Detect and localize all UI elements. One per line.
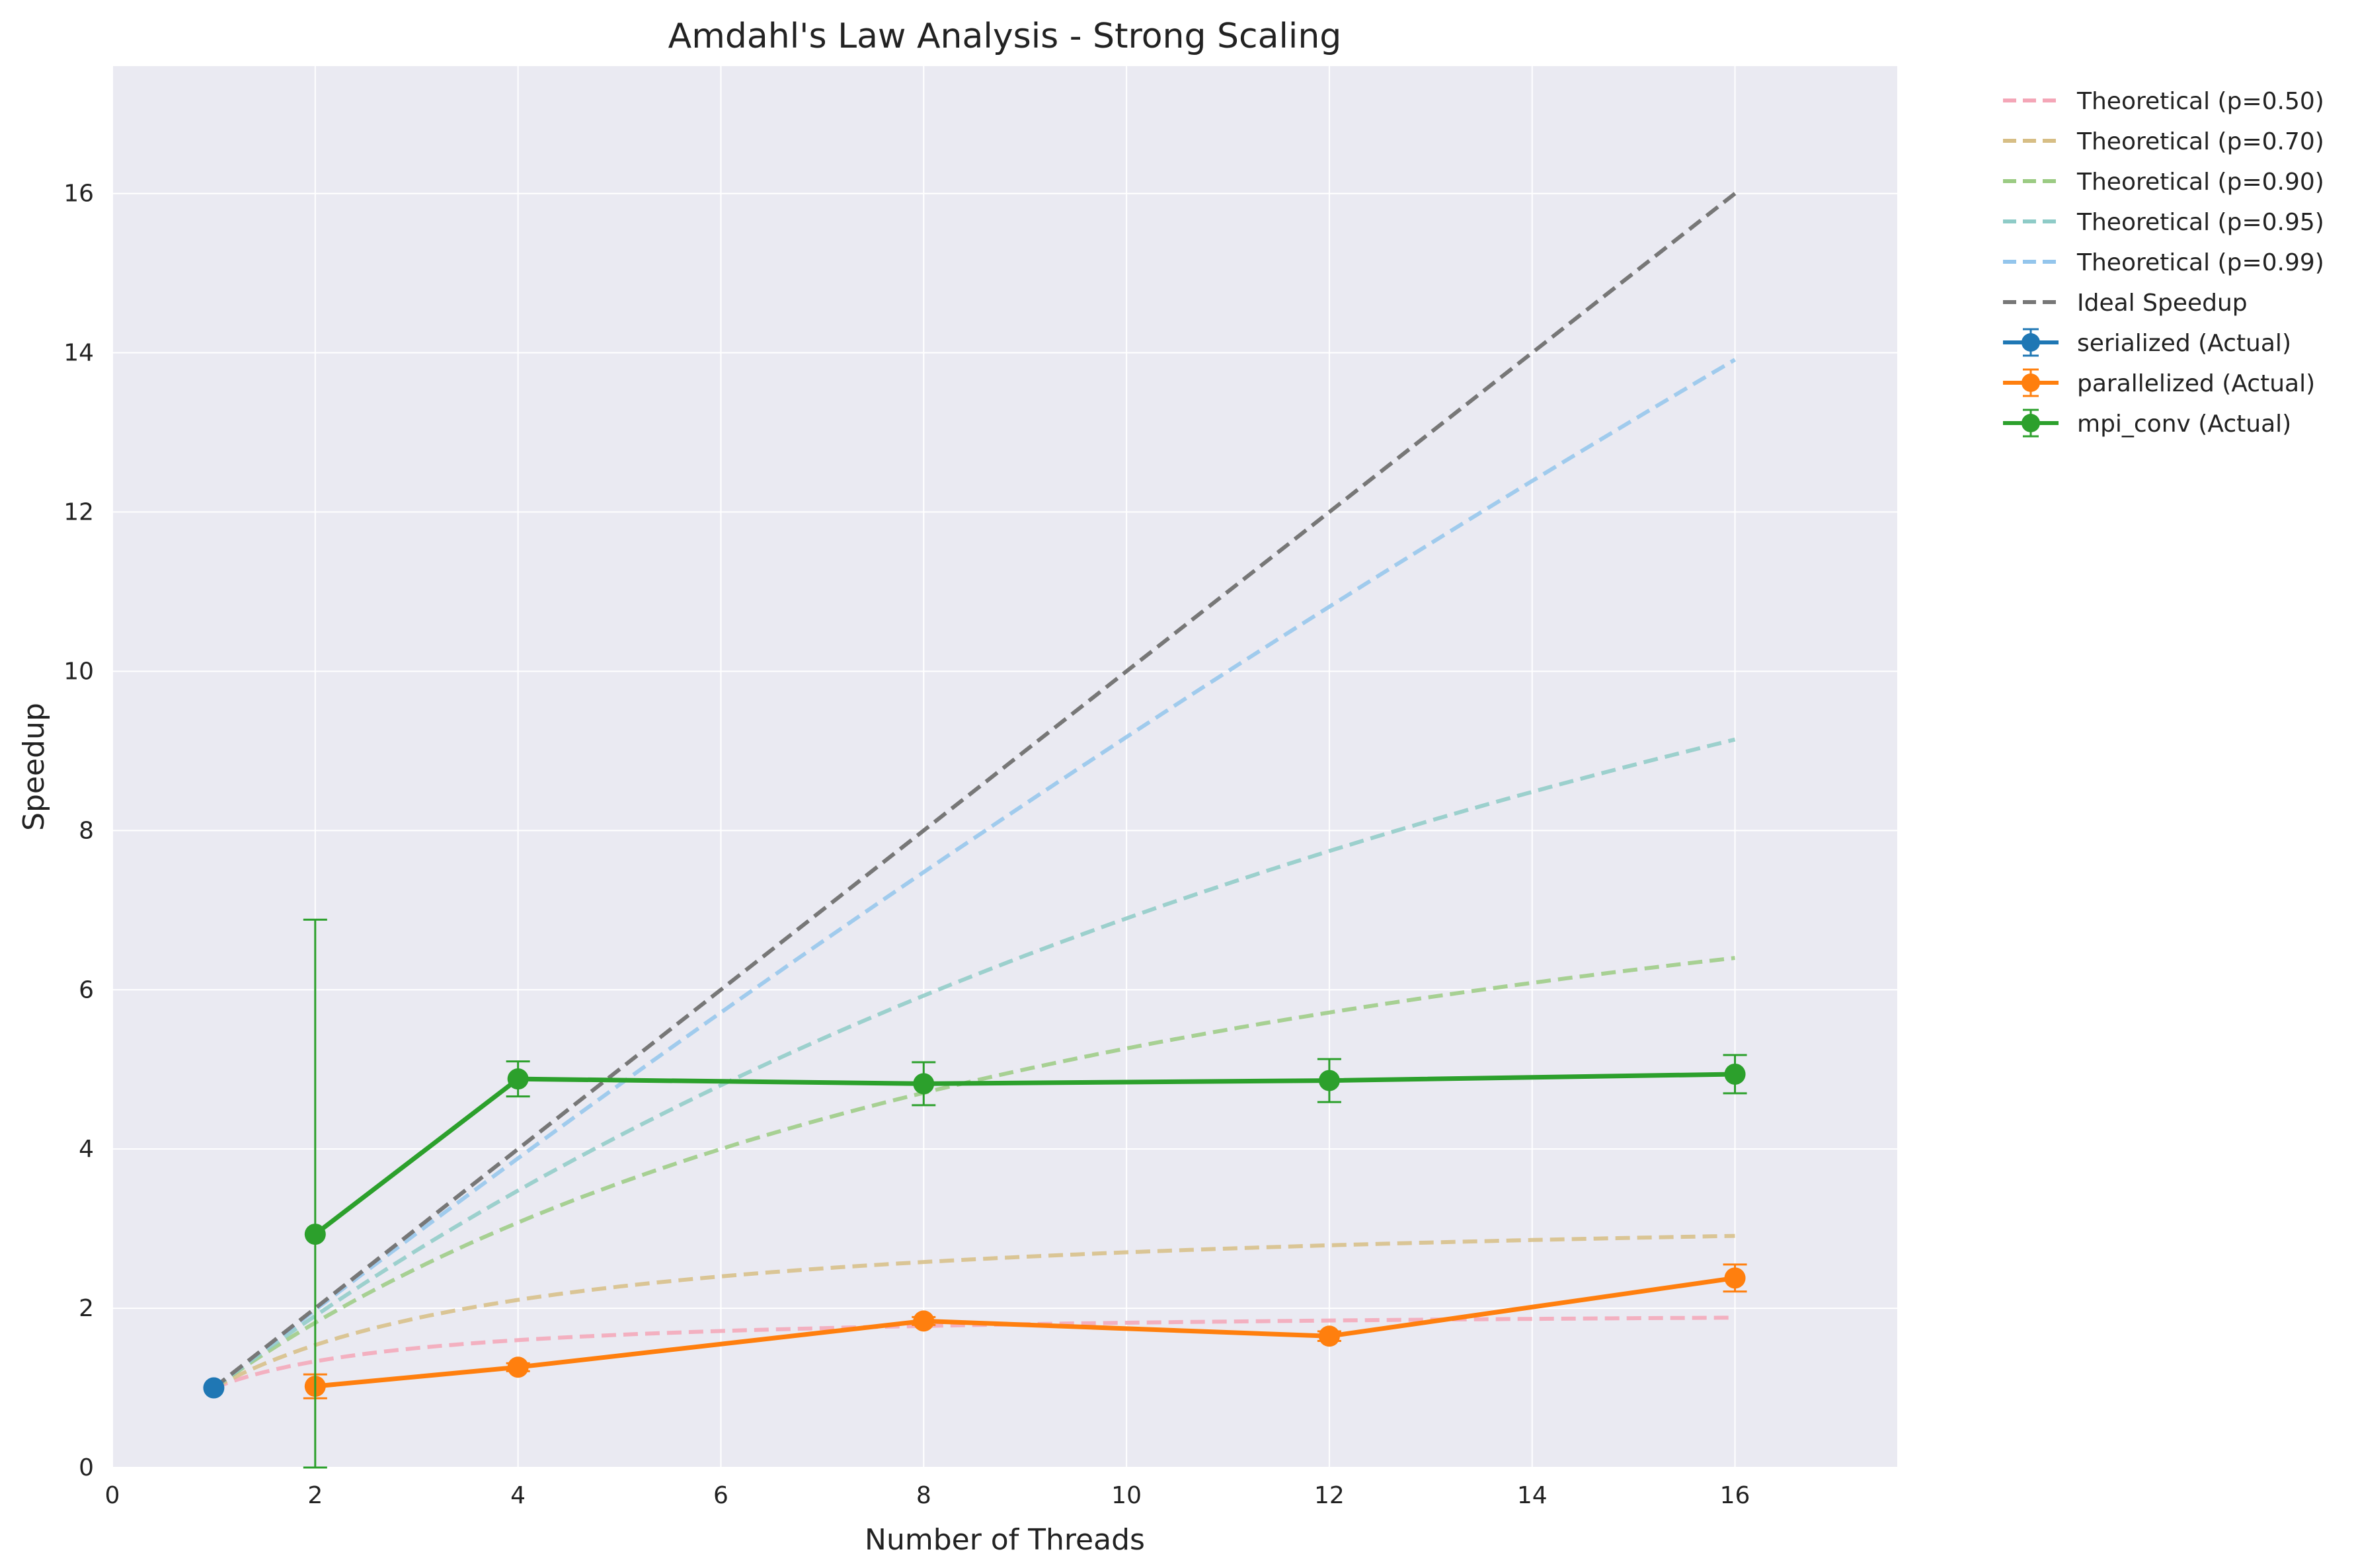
- y-tick-label: 0: [79, 1454, 94, 1481]
- data-point: [1318, 1325, 1340, 1347]
- legend-label: serialized (Actual): [2077, 330, 2291, 357]
- legend-label: mpi_conv (Actual): [2077, 411, 2291, 438]
- y-tick-label: 10: [63, 658, 94, 685]
- y-tick-label: 16: [63, 180, 94, 208]
- y-tick-label: 2: [79, 1295, 94, 1322]
- legend: Theoretical (p=0.50) Theoretical (p=0.70)…: [2003, 88, 2324, 438]
- x-tick-label: 10: [1111, 1482, 1142, 1509]
- data-point: [1318, 1070, 1340, 1091]
- tick-labels: 0 2 4 6 8 10 12 14 16 0 2 4 6 8 10 12 14 16: [63, 180, 1750, 1509]
- legend-marker: [2022, 373, 2040, 392]
- data-point: [1724, 1063, 1746, 1085]
- chart-title: Amdahl's Law Analysis - Strong Scaling: [668, 17, 1342, 56]
- legend-label: Theoretical (p=0.90): [2076, 169, 2324, 196]
- y-tick-label: 14: [63, 340, 94, 367]
- theoretical-curve: [212, 358, 1737, 1390]
- legend-label: Ideal Speedup: [2077, 290, 2248, 317]
- y-tick-label: 6: [79, 976, 94, 1003]
- legend-label: Theoretical (p=0.95): [2076, 209, 2324, 236]
- data-point: [203, 1377, 225, 1399]
- legend-label: Theoretical (p=0.99): [2076, 249, 2324, 276]
- legend-marker: [2022, 333, 2040, 352]
- theoretical-curve: [212, 737, 1736, 1390]
- y-tick-label: 12: [63, 499, 94, 526]
- y-axis-label: Speedup: [17, 703, 51, 831]
- legend-label: Theoretical (p=0.70): [2076, 128, 2324, 155]
- x-tick-label: 6: [713, 1482, 728, 1509]
- data-point: [1724, 1267, 1746, 1289]
- x-tick-label: 14: [1517, 1482, 1548, 1509]
- y-tick-label: 8: [79, 817, 94, 844]
- x-axis-label: Number of Threads: [865, 1523, 1145, 1557]
- data-point: [507, 1356, 529, 1378]
- theoretical-curve: [213, 1234, 1735, 1390]
- x-tick-label: 2: [307, 1482, 323, 1509]
- x-tick-label: 16: [1720, 1482, 1750, 1509]
- x-tick-label: 4: [510, 1482, 526, 1509]
- legend-label: parallelized (Actual): [2077, 370, 2315, 397]
- x-tick-label: 12: [1314, 1482, 1345, 1509]
- y-tick-label: 4: [79, 1136, 94, 1163]
- theoretical-curve: [212, 956, 1735, 1390]
- grid-layer: [112, 66, 1897, 1468]
- data-point: [304, 1224, 326, 1245]
- data-point: [507, 1068, 529, 1090]
- x-tick-label: 8: [916, 1482, 931, 1509]
- data-point: [913, 1073, 935, 1095]
- legend-label: Theoretical (p=0.50): [2076, 88, 2324, 115]
- actual-series: [203, 918, 1747, 1469]
- data-point: [913, 1310, 935, 1332]
- ideal-speedup-line: [212, 192, 1737, 1390]
- x-tick-label: 0: [105, 1482, 120, 1509]
- legend-marker: [2022, 414, 2040, 432]
